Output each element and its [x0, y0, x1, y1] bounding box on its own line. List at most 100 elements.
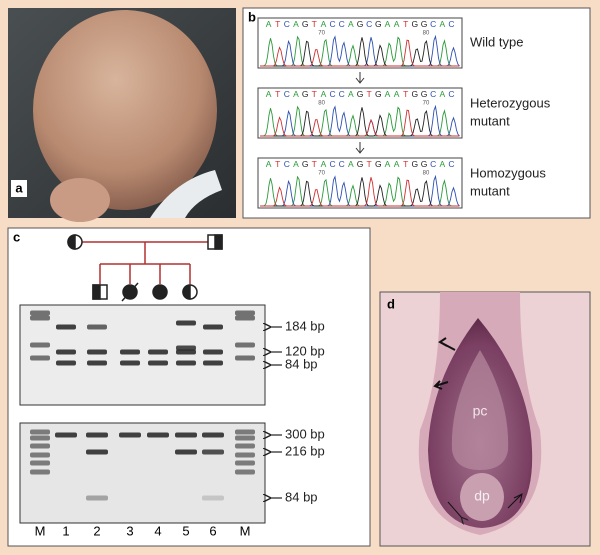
- region-label: dp: [474, 488, 490, 504]
- band: [30, 443, 50, 449]
- papilla: [460, 473, 504, 521]
- band: [176, 360, 196, 366]
- trace-t: [260, 109, 460, 137]
- band: [203, 349, 223, 355]
- band: [119, 432, 141, 438]
- band: [175, 449, 197, 455]
- label-box: [11, 180, 27, 197]
- band: [30, 435, 50, 441]
- lane-label: 5: [182, 523, 189, 538]
- position-label: 70: [318, 31, 325, 37]
- band: [55, 432, 77, 438]
- band: [235, 469, 255, 475]
- panel-label: a: [15, 180, 23, 195]
- arrow: [507, 493, 523, 509]
- band: [30, 429, 50, 435]
- lane-label: 2: [93, 523, 100, 538]
- collar: [150, 170, 222, 218]
- lane-label: 6: [209, 523, 216, 538]
- band: [56, 349, 76, 355]
- gel-bottom: [19, 422, 266, 524]
- band: [235, 315, 255, 321]
- arrowhead: [433, 380, 449, 390]
- band: [148, 349, 168, 355]
- panel-label: c: [13, 229, 20, 244]
- band: [176, 320, 196, 326]
- position-label: 70: [318, 171, 325, 177]
- band: [56, 360, 76, 366]
- size-label: 120 bp: [285, 343, 325, 358]
- panel-d: d pc dp: [379, 291, 591, 547]
- band: [87, 349, 107, 355]
- band: [202, 495, 224, 501]
- size-label: 84 bp: [285, 356, 318, 371]
- position-label: 80: [318, 101, 325, 107]
- band: [176, 349, 196, 355]
- gel-top: [19, 304, 266, 406]
- band: [148, 360, 168, 366]
- lane-label: 1: [62, 523, 69, 538]
- panel-b: b A T C A G T A C C A G C G A A T G G C A C 70 80 Wild type A T C A…: [242, 7, 591, 219]
- band: [30, 315, 50, 321]
- band: [176, 345, 196, 351]
- band: [203, 324, 223, 330]
- lane-label: 4: [154, 523, 161, 538]
- band: [87, 324, 107, 330]
- arrow: [447, 501, 462, 518]
- band: [30, 355, 50, 361]
- band: [120, 360, 140, 366]
- position-label: 70: [423, 101, 430, 107]
- trace-caption: Wild type: [470, 34, 523, 49]
- trace-caption: mutant: [470, 183, 510, 198]
- arrow-down: [355, 142, 365, 154]
- band: [56, 324, 76, 330]
- trace-caption: mutant: [470, 113, 510, 128]
- trace-caption: Homozygous: [470, 165, 546, 180]
- panel-label: b: [248, 9, 256, 24]
- band: [86, 432, 108, 438]
- band: [30, 342, 50, 348]
- arrowhead: [438, 337, 456, 351]
- pedigree: [67, 234, 223, 302]
- region-label: pc: [473, 403, 488, 419]
- band: [235, 452, 255, 458]
- precortex: [451, 350, 509, 470]
- size-label: 184 bp: [285, 318, 325, 333]
- band: [147, 432, 169, 438]
- band: [120, 349, 140, 355]
- size-label: 300 bp: [285, 426, 325, 441]
- band: [235, 429, 255, 435]
- band: [87, 360, 107, 366]
- band: [235, 443, 255, 449]
- arrow-down: [355, 72, 365, 84]
- band: [86, 449, 108, 455]
- band: [235, 310, 255, 316]
- band: [30, 469, 50, 475]
- band: [202, 449, 224, 455]
- band: [30, 460, 50, 466]
- position-label: 80: [423, 31, 430, 37]
- band: [175, 432, 197, 438]
- lane-label: M: [240, 523, 251, 538]
- band: [235, 460, 255, 466]
- position-label: 80: [423, 171, 430, 177]
- trace-caption: Heterozygous: [470, 95, 551, 110]
- lane-label: M: [35, 523, 46, 538]
- band: [235, 342, 255, 348]
- band: [203, 360, 223, 366]
- band: [235, 435, 255, 441]
- size-label: 216 bp: [285, 443, 325, 458]
- trace-t: [260, 39, 460, 67]
- band: [86, 495, 108, 501]
- panel-a: a: [8, 8, 236, 222]
- band: [30, 452, 50, 458]
- panel-label: d: [387, 296, 395, 311]
- band: [235, 355, 255, 361]
- trace-t: [260, 177, 460, 207]
